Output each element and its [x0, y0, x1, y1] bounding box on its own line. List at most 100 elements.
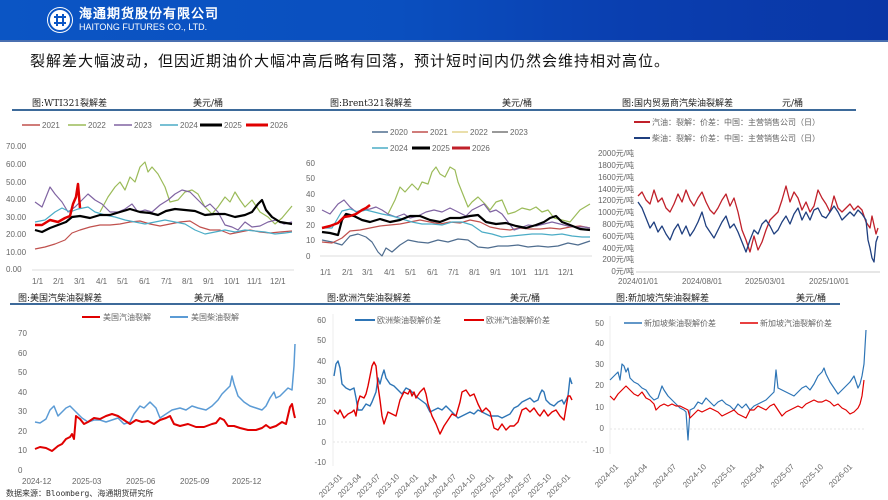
series-lines	[34, 161, 293, 250]
svg-text:4/1: 4/1	[384, 268, 396, 277]
svg-text:2021: 2021	[430, 128, 448, 137]
svg-text:2026-01: 2026-01	[827, 462, 855, 490]
svg-text:30.00: 30.00	[6, 213, 27, 222]
panel-title-brent: 图:Brent321裂解差	[330, 99, 412, 109]
y-axis: 60 50 40 30 20 10 0	[306, 159, 315, 261]
svg-text:800元/吨: 800元/吨	[602, 219, 634, 229]
x-axis: 2024-12 2025-03 2025-06 2025-09 2025-12	[22, 477, 262, 486]
svg-text:3/1: 3/1	[74, 277, 86, 286]
svg-text:欧洲汽油裂解价差: 欧洲汽油裂解价差	[486, 315, 550, 325]
series-lines	[333, 360, 573, 435]
svg-text:2026: 2026	[270, 121, 288, 130]
panel-unit-china: 元/桶	[782, 99, 804, 109]
chart-china-domestic: 汽油：裂解：价差：中国：主营销售公司（日） 柴油：裂解：价差：中国：主营销售公司…	[598, 117, 880, 286]
svg-text:2025-01: 2025-01	[710, 462, 738, 490]
svg-text:2000元/吨: 2000元/吨	[598, 148, 634, 158]
svg-text:柴油：裂解：价差：中国：主营销售公司（日）: 柴油：裂解：价差：中国：主营销售公司（日）	[652, 133, 820, 143]
legend: 美国汽油裂解 美国柴油裂解	[82, 312, 239, 322]
svg-text:0: 0	[306, 252, 311, 261]
series-lines	[321, 166, 591, 257]
panel-title-china: 图:国内贸易商汽柴油裂解差	[622, 99, 734, 109]
svg-text:2/1: 2/1	[342, 268, 354, 277]
svg-text:600元/吨: 600元/吨	[602, 231, 634, 241]
svg-text:10: 10	[317, 418, 326, 427]
svg-text:20: 20	[18, 427, 27, 436]
y-axis: 70.00 60.00 50.00 40.00 30.00 20.00 10.00 0.00	[6, 142, 27, 274]
series-lines	[34, 343, 296, 452]
svg-text:400元/吨: 400元/吨	[602, 243, 634, 253]
svg-text:30: 30	[317, 377, 326, 386]
svg-text:7/1: 7/1	[161, 277, 173, 286]
panel-rule	[300, 303, 598, 305]
svg-text:200元/吨: 200元/吨	[602, 254, 634, 264]
svg-text:60: 60	[317, 316, 326, 325]
panel-unit-usa: 美元/桶	[194, 294, 225, 304]
svg-text:1/1: 1/1	[32, 277, 44, 286]
svg-text:2024/01/01: 2024/01/01	[618, 277, 659, 286]
panel-rule	[590, 303, 840, 305]
panel-unit-brent: 美元/桶	[502, 99, 533, 109]
panel-rule	[300, 109, 600, 111]
svg-text:0元/吨: 0元/吨	[611, 266, 634, 276]
y-axis: 70 60 50 40 30 20 10 0	[18, 329, 27, 475]
svg-text:2025-03: 2025-03	[72, 477, 102, 486]
svg-text:4/1: 4/1	[96, 277, 108, 286]
x-axis: 2024/01/01 2024/08/01 2025/03/01 2025/10/0…	[618, 277, 850, 286]
svg-text:1000元/吨: 1000元/吨	[598, 207, 634, 217]
svg-text:20: 20	[595, 381, 604, 390]
svg-text:2025-06: 2025-06	[126, 477, 156, 486]
svg-text:10: 10	[595, 403, 604, 412]
svg-text:2025-04: 2025-04	[739, 462, 767, 490]
svg-text:2024-04: 2024-04	[622, 462, 650, 490]
svg-text:0: 0	[600, 424, 605, 433]
legend: 2021 2022 2023 2024 2025 2026	[22, 121, 288, 130]
svg-text:2/1: 2/1	[53, 277, 65, 286]
svg-text:9/1: 9/1	[203, 277, 215, 286]
svg-text:2020: 2020	[390, 128, 408, 137]
svg-text:40: 40	[317, 357, 326, 366]
svg-text:1400元/吨: 1400元/吨	[598, 184, 634, 194]
panel-title-singapore: 图:新加坡汽柴油裂解差	[616, 294, 710, 304]
svg-text:20.00: 20.00	[6, 230, 27, 239]
svg-text:2025-12: 2025-12	[232, 477, 262, 486]
haitong-logo-icon	[47, 7, 73, 33]
svg-text:30: 30	[595, 360, 604, 369]
svg-text:40.00: 40.00	[6, 195, 27, 204]
svg-text:1600元/吨: 1600元/吨	[598, 172, 634, 182]
svg-text:2025: 2025	[432, 144, 450, 153]
chart-wti321: 2021 2022 2023 2024 2025 2026 70.00 60.00…	[6, 121, 294, 286]
svg-text:-10: -10	[592, 446, 604, 455]
panel-rule	[600, 109, 856, 111]
svg-text:新加坡汽油裂解价差: 新加坡汽油裂解价差	[760, 318, 832, 328]
svg-text:2022: 2022	[88, 121, 106, 130]
svg-text:8/1: 8/1	[182, 277, 194, 286]
legend: 2020 2021 2022 2023 2024 2025 2026	[372, 128, 528, 153]
svg-text:70: 70	[18, 329, 27, 338]
svg-text:1800元/吨: 1800元/吨	[598, 160, 634, 170]
svg-text:2025-09: 2025-09	[180, 477, 210, 486]
svg-text:10/1: 10/1	[511, 268, 527, 277]
svg-text:2024: 2024	[180, 121, 198, 130]
legend: 汽油：裂解：价差：中国：主营销售公司（日） 柴油：裂解：价差：中国：主营销售公司…	[634, 117, 820, 143]
panel-title-wti: 图:WTI321裂解差	[32, 99, 108, 109]
svg-text:2025/03/01: 2025/03/01	[745, 277, 786, 286]
svg-text:20: 20	[306, 221, 315, 230]
svg-text:6/1: 6/1	[427, 268, 439, 277]
y-axis: 60 50 40 30 20 10 0 -10	[314, 316, 326, 467]
company-logo: 海通期货股份有限公司 HAITONG FUTURES CO., LTD.	[47, 7, 219, 33]
svg-text:11/1: 11/1	[247, 277, 263, 286]
svg-text:2021: 2021	[42, 121, 60, 130]
panel-title-usa: 图:美国汽柴油裂解差	[18, 294, 103, 304]
panel-title-europe: 图:欧洲汽柴油裂解差	[327, 294, 412, 304]
svg-text:10: 10	[18, 446, 27, 455]
svg-text:新加坡柴油裂解价差: 新加坡柴油裂解价差	[644, 318, 716, 328]
svg-text:30: 30	[18, 407, 27, 416]
company-name-en: HAITONG FUTURES CO., LTD.	[79, 22, 208, 32]
svg-text:50: 50	[317, 336, 326, 345]
svg-text:0.00: 0.00	[6, 265, 22, 274]
svg-text:9/1: 9/1	[490, 268, 502, 277]
svg-text:2024-01: 2024-01	[593, 462, 621, 490]
